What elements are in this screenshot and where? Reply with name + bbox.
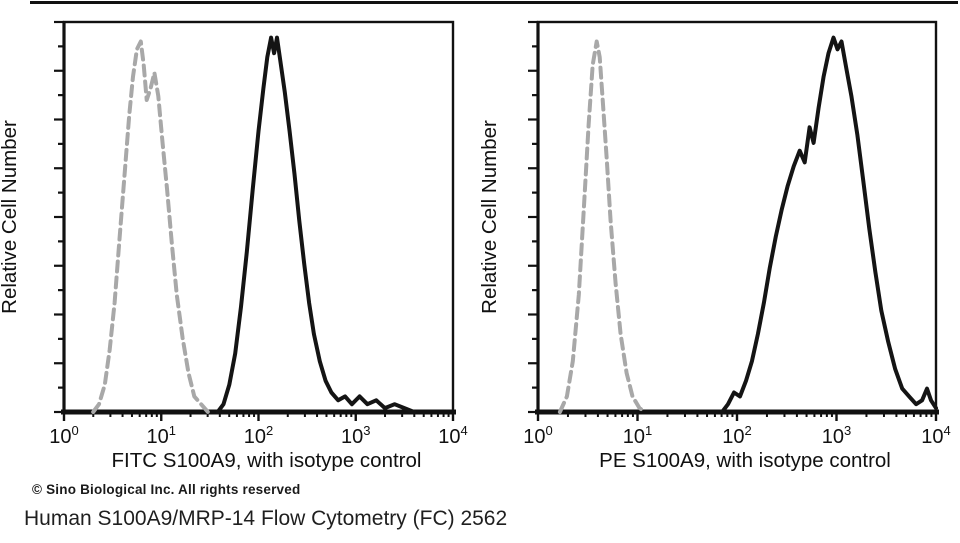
fc-panel-fitc: 100 101 102 103 104 FITC S100A9, with isotype… xyxy=(0,0,480,480)
copyright-text: © Sino Biological Inc. All rights reserv… xyxy=(32,482,301,497)
x-axis-tick-label: 103 xyxy=(822,423,851,448)
x-axis-tick-label: 104 xyxy=(438,423,467,448)
s100a9-stained-curve xyxy=(215,35,417,414)
x-axis-tick-label: 103 xyxy=(341,423,370,448)
x-axis-label: PE S100A9, with isotype control xyxy=(599,449,891,472)
x-axis-tick-label: 100 xyxy=(49,423,78,448)
x-axis-tick-label: 101 xyxy=(623,423,652,448)
x-axis-tick-label: 104 xyxy=(921,423,950,448)
isotype-control-curve xyxy=(91,39,210,414)
pe-histogram-plot: 100 101 102 103 104 PE S100A9, with isotype c… xyxy=(480,20,951,472)
x-axis-tick-label: 100 xyxy=(523,423,552,448)
top-rule xyxy=(30,1,958,4)
plot-frame xyxy=(536,20,938,414)
y-axis-label: Relative Cell Number xyxy=(0,120,21,314)
y-axis-label: Relative Cell Number xyxy=(480,120,501,314)
x-axis-tick-label: 102 xyxy=(244,423,273,448)
fc-panel-pe: 100 101 102 103 104 PE S100A9, with isotype c… xyxy=(480,0,960,480)
x-axis-tick-label: 102 xyxy=(722,423,751,448)
figure-caption: Human S100A9/MRP-14 Flow Cytometry (FC) … xyxy=(24,507,508,530)
x-axis-label: FITC S100A9, with isotype control xyxy=(112,449,422,472)
isotype-control-curve xyxy=(557,39,648,414)
fitc-histogram-plot: 100 101 102 103 104 FITC S100A9, with isotype… xyxy=(0,20,468,472)
s100a9-stained-curve xyxy=(720,35,938,414)
x-axis-tick-label: 101 xyxy=(147,423,176,448)
